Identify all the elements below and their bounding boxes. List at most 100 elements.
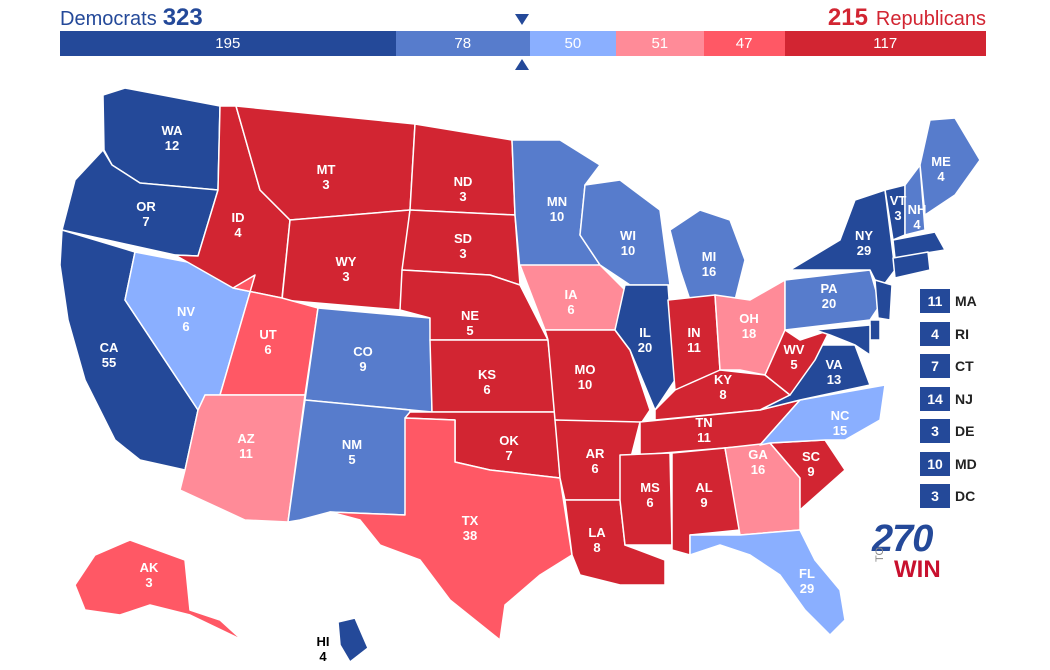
state-label-nm: NM (342, 437, 362, 452)
270towin-logo: 270 TO WIN (872, 518, 941, 583)
state-label-sc: SC (802, 449, 821, 464)
state-ev-la: 8 (593, 540, 600, 555)
state-label-vt: VT (890, 193, 907, 208)
state-ev-ky: 8 (719, 387, 726, 402)
state-ev-wi: 10 (621, 243, 635, 258)
electoral-vote-bar: 195 78 50 51 47 117 (60, 31, 986, 56)
state-ev-mi: 16 (702, 264, 716, 279)
state-label-ky: KY (714, 372, 732, 387)
state-ev-ne: 5 (466, 323, 473, 338)
state-ms[interactable] (619, 452, 673, 546)
state-de[interactable] (869, 319, 881, 341)
small-state-name-ma: MA (955, 293, 977, 309)
state-label-in: IN (688, 325, 701, 340)
state-label-wa: WA (162, 123, 184, 138)
state-nj[interactable] (874, 279, 893, 321)
state-ev-ny: 29 (857, 243, 871, 258)
state-ev-nc: 15 (833, 423, 847, 438)
state-label-ak: AK (140, 560, 159, 575)
state-ev-az: 11 (239, 446, 253, 461)
small-state-ev-nj[interactable]: 14 (920, 386, 950, 411)
bar-segment: 78 (395, 31, 530, 56)
republicans-total: 215 (827, 4, 868, 31)
small-state-ev-dc[interactable]: 3 (920, 484, 950, 508)
state-label-wv: WV (784, 342, 805, 357)
state-ev-al: 9 (700, 495, 707, 510)
state-label-ks: KS (478, 367, 496, 382)
state-ev-mo: 10 (578, 377, 592, 392)
small-state-ev-de[interactable]: 3 (920, 419, 950, 443)
state-tx[interactable] (329, 417, 573, 641)
state-ct[interactable] (892, 251, 931, 279)
small-state-name-nj: NJ (955, 390, 973, 407)
state-label-nd: ND (454, 174, 473, 189)
state-label-ia: IA (565, 287, 579, 302)
logo-win: WIN (894, 556, 941, 583)
logo-number: 270 (872, 518, 933, 560)
state-co[interactable] (304, 307, 433, 413)
state-ev-or: 7 (142, 214, 149, 229)
state-label-fl: FL (799, 566, 815, 581)
state-ev-ms: 6 (646, 495, 653, 510)
state-ev-ks: 6 (483, 382, 490, 397)
state-ma[interactable] (892, 231, 946, 259)
bar-segment: 195 (60, 31, 396, 56)
state-label-az: AZ (237, 431, 254, 446)
state-ev-sc: 9 (807, 464, 814, 479)
bar-segment: 117 (784, 31, 986, 56)
state-md[interactable] (814, 324, 871, 356)
state-label-ne: NE (461, 308, 479, 323)
state-mi[interactable] (669, 209, 746, 301)
state-label-or: OR (136, 199, 156, 214)
state-ev-nv: 6 (182, 319, 189, 334)
state-label-mt: MT (317, 162, 336, 177)
small-state-name-de: DE (955, 423, 975, 439)
state-label-nv: NV (177, 304, 195, 319)
state-fl[interactable] (689, 529, 846, 636)
republicans-header: 215 Republicans (828, 4, 986, 32)
state-label-nh: NH (908, 202, 927, 217)
small-state-ev-ct[interactable]: 7 (920, 354, 950, 378)
state-ev-mn: 10 (550, 209, 564, 224)
state-label-tx: TX (462, 513, 479, 528)
state-label-ny: NY (855, 228, 873, 243)
state-ev-tx: 38 (463, 528, 477, 543)
small-state-name-dc: DC (955, 488, 976, 504)
state-me[interactable] (919, 117, 981, 216)
state-label-sd: SD (454, 231, 472, 246)
small-state-name-ct: CT (955, 358, 974, 374)
democrats-total: 323 (162, 4, 203, 31)
state-label-nc: NC (831, 408, 850, 423)
state-ev-mt: 3 (322, 177, 329, 192)
state-label-ms: MS (640, 480, 660, 495)
state-label-oh: OH (739, 311, 759, 326)
state-ev-vt: 3 (894, 208, 901, 223)
state-pa[interactable] (784, 269, 881, 331)
state-ev-co: 9 (359, 359, 366, 374)
small-state-ev-md[interactable]: 10 (920, 451, 950, 476)
state-nh[interactable] (904, 164, 926, 236)
state-ny[interactable] (789, 189, 896, 291)
state-ev-il: 20 (638, 340, 652, 355)
state-hi[interactable] (337, 617, 369, 663)
state-label-ut: UT (259, 327, 276, 342)
state-ev-in: 11 (687, 340, 701, 355)
state-label-ok: OK (499, 433, 519, 448)
bar-segment: 47 (703, 31, 785, 56)
state-ev-pa: 20 (822, 296, 836, 311)
state-label-al: AL (695, 480, 712, 495)
state-ev-ca: 55 (102, 355, 116, 370)
small-state-ev-ma[interactable]: 11 (920, 289, 950, 313)
state-ev-va: 13 (827, 372, 841, 387)
state-label-me: ME (931, 154, 951, 169)
state-ev-nd: 3 (459, 189, 466, 204)
state-label-hi: HI (317, 634, 330, 649)
state-ev-ak: 3 (145, 575, 152, 590)
state-ev-wv: 5 (790, 357, 797, 372)
state-ev-ok: 7 (505, 448, 512, 463)
state-ev-id: 4 (234, 225, 242, 240)
state-ak[interactable] (74, 539, 243, 641)
logo-to: TO (874, 546, 886, 562)
small-state-ev-ri[interactable]: 4 (920, 321, 950, 346)
